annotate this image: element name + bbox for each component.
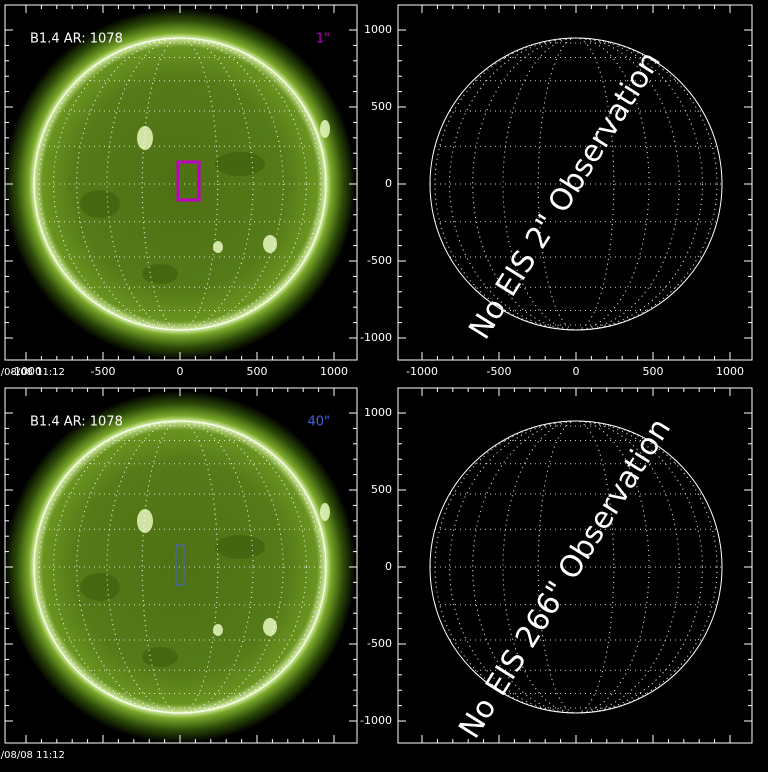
longitude-line [76, 38, 284, 330]
sun-feature [263, 235, 277, 253]
panel [5, 8, 356, 360]
longitude-line [472, 38, 680, 330]
timestamp: 08/08/08 11:12 [0, 750, 65, 761]
x-tick-label: 0 [177, 365, 184, 378]
sun-feature [263, 618, 277, 636]
longitude-line [141, 421, 219, 713]
y-tick-label: 500 [371, 100, 392, 113]
panel-label: B1.4 AR: 1078 [30, 415, 123, 430]
frame [4, 387, 358, 744]
longitude-line [502, 38, 650, 330]
sun-feature [320, 503, 330, 521]
longitude-line [38, 38, 322, 330]
y-tick-label: -1000 [360, 331, 392, 344]
sun-feature [215, 535, 265, 559]
frame [397, 387, 753, 744]
eis-slit-box [175, 544, 185, 586]
heliographic-grid [430, 38, 722, 330]
longitude-line [449, 421, 703, 713]
longitude-line [434, 421, 718, 713]
x-tick-label: -1000 [406, 365, 438, 378]
y-tick-label: 0 [385, 560, 392, 573]
frame [4, 4, 358, 361]
panel [5, 391, 356, 743]
sun-feature [80, 573, 120, 601]
x-tick-label: -500 [91, 365, 116, 378]
longitude-line [537, 38, 615, 330]
frame [397, 4, 753, 361]
longitude-line [449, 38, 703, 330]
x-tick-label: 500 [643, 365, 664, 378]
panel [429, 420, 723, 714]
sun-feature [80, 190, 120, 218]
sun-feature [213, 241, 223, 253]
y-tick-label: 1000 [364, 23, 392, 36]
sun [5, 8, 356, 360]
y-tick-label: -1000 [360, 714, 392, 727]
slit-label: 1" [316, 32, 330, 47]
y-tick-label: 500 [371, 483, 392, 496]
heliographic-grid [34, 38, 326, 330]
longitude-line [106, 421, 254, 713]
panel-label: B1.4 AR: 1078 [30, 32, 123, 47]
longitude-line [38, 421, 322, 713]
sun-feature [213, 624, 223, 636]
eis-slit-box [176, 160, 201, 202]
sun-feature [215, 152, 265, 176]
timestamp: 08/08/08 11:12 [0, 367, 65, 378]
longitude-line [472, 421, 680, 713]
longitude-line [537, 421, 615, 713]
panel [429, 37, 723, 331]
sun-feature [142, 264, 178, 284]
heliographic-grid [430, 421, 722, 713]
x-tick-label: 1000 [716, 365, 744, 378]
sun-feature [320, 120, 330, 138]
longitude-line [434, 38, 718, 330]
y-tick-label: -500 [367, 637, 392, 650]
slit-label: 40" [307, 415, 330, 430]
x-tick-label: 500 [247, 365, 268, 378]
longitude-line [502, 421, 650, 713]
x-tick-label: -1000 [10, 365, 42, 378]
sun-feature [142, 647, 178, 667]
x-tick-label: 0 [573, 365, 580, 378]
sun [5, 391, 356, 743]
y-tick-label: 0 [385, 177, 392, 190]
longitude-line [53, 38, 307, 330]
longitude-line [53, 421, 307, 713]
y-tick-label: 1000 [364, 406, 392, 419]
heliographic-grid [34, 421, 326, 713]
sun-feature [137, 509, 153, 533]
sun-feature [137, 126, 153, 150]
y-tick-label: -500 [367, 254, 392, 267]
longitude-line [76, 421, 284, 713]
longitude-line [141, 38, 219, 330]
longitude-line [106, 38, 254, 330]
x-tick-label: -500 [487, 365, 512, 378]
x-tick-label: 1000 [320, 365, 348, 378]
